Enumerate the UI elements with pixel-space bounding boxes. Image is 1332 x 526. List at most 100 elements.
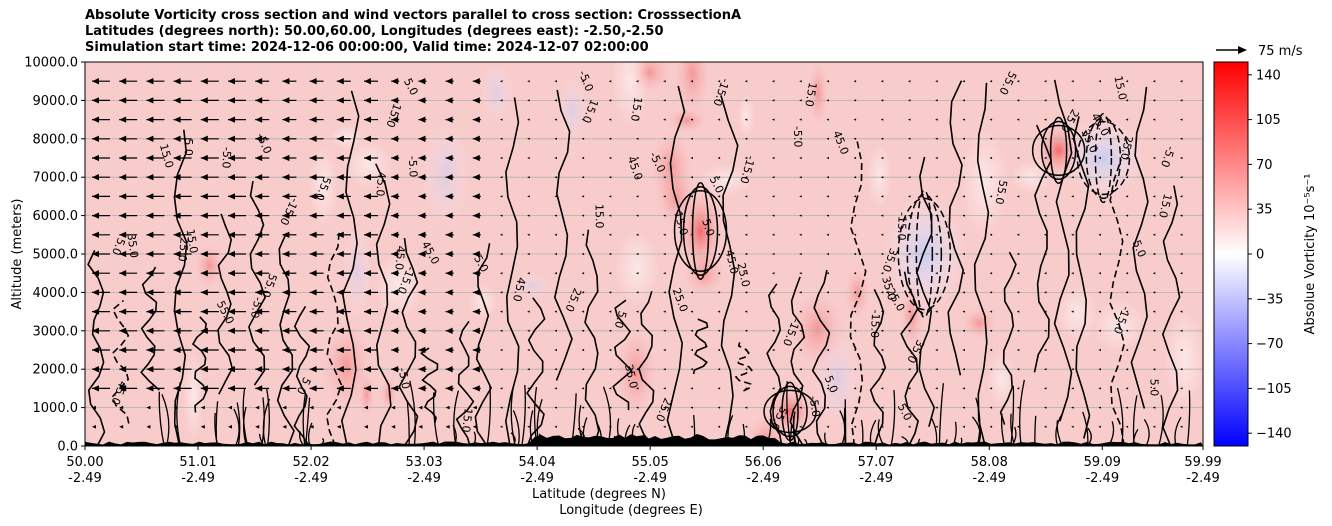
- wind-vector: [92, 405, 96, 410]
- wind-vector-head: [880, 195, 884, 198]
- wind-vector: [173, 135, 192, 142]
- wind-vector: [200, 308, 219, 315]
- wind-vector: [364, 174, 378, 181]
- wind-vector: [636, 406, 639, 409]
- wind-vector-head: [1180, 387, 1183, 390]
- wind-vector: [744, 387, 748, 390]
- wind-vector-head: [826, 348, 829, 352]
- wind-vector-head: [1152, 252, 1156, 256]
- wind-vector: [772, 99, 775, 102]
- wind-vector-head: [527, 272, 530, 275]
- wind-vector-head: [228, 289, 235, 296]
- wind-vector-head: [1016, 348, 1020, 352]
- wind-vector-head: [989, 233, 993, 236]
- wind-vector: [228, 425, 232, 429]
- wind-vector: [336, 174, 351, 181]
- wind-vector: [200, 78, 219, 85]
- quiver-key-label: 75 m/s: [1258, 44, 1303, 59]
- wind-vector: [472, 78, 481, 85]
- wind-vector: [527, 118, 530, 121]
- wind-vector-head: [445, 154, 453, 162]
- wind-vector: [472, 174, 481, 181]
- vorticity-patch: [421, 122, 470, 226]
- wind-vector-head: [391, 193, 399, 200]
- wind-vector: [799, 252, 802, 256]
- wind-vector-head: [554, 310, 557, 313]
- vorticity-patch: [1056, 285, 1098, 342]
- wind-vector-head: [608, 387, 612, 390]
- wind-vector-head: [1098, 137, 1101, 140]
- wind-vector: [146, 174, 165, 181]
- contour-label: 45.0: [723, 248, 741, 275]
- wind-vector: [772, 252, 775, 256]
- wind-vector-head: [364, 405, 368, 410]
- wind-vector: [1180, 214, 1183, 217]
- wind-vector: [554, 233, 557, 236]
- wind-vector: [962, 99, 965, 102]
- wind-vector-head: [364, 135, 371, 142]
- wind-vector: [799, 272, 802, 275]
- wind-vector-head: [636, 310, 639, 313]
- wind-vector: [173, 270, 192, 277]
- low-level-contour: [1082, 411, 1089, 446]
- contour-line: [1161, 185, 1181, 446]
- low-level-contour: [1056, 420, 1063, 446]
- wind-vector-head: [1071, 176, 1074, 179]
- wind-vector-head: [690, 233, 693, 236]
- wind-vector-head: [119, 270, 127, 277]
- wind-vector: [1071, 329, 1074, 332]
- wind-vector-head: [309, 308, 317, 315]
- low-level-contour: [305, 397, 311, 446]
- wind-vector-head: [663, 156, 666, 160]
- low-level-contour: [1010, 385, 1015, 446]
- wind-vector-head: [1180, 80, 1183, 83]
- wind-vector: [92, 135, 110, 142]
- contour-line: [293, 305, 311, 446]
- wind-vector: [146, 308, 165, 315]
- wind-vector-head: [744, 368, 748, 371]
- wind-vector-head: [1152, 214, 1156, 217]
- wind-vector: [336, 308, 351, 315]
- wind-vector: [935, 387, 938, 390]
- wind-vector-head: [1098, 156, 1101, 160]
- wind-vector-head: [690, 329, 693, 332]
- wind-vector-head: [1098, 272, 1101, 275]
- contour-line: [191, 316, 208, 413]
- wind-vector-head: [744, 195, 748, 198]
- wind-vector: [173, 97, 192, 104]
- wind-vector: [364, 425, 368, 429]
- wind-vector-head: [173, 346, 181, 354]
- wind-vector: [200, 154, 219, 162]
- wind-vector: [255, 346, 270, 354]
- wind-vector-head: [364, 308, 371, 315]
- wind-vector: [500, 291, 503, 294]
- wind-vector-head: [1125, 348, 1129, 352]
- wind-vector-head: [908, 118, 911, 121]
- wind-vector: [962, 406, 965, 409]
- wind-vector: [554, 291, 557, 294]
- wind-vector: [935, 195, 938, 198]
- wind-vector-head: [744, 348, 748, 352]
- low-level-contour: [1186, 390, 1191, 446]
- wind-vector-head: [119, 97, 127, 104]
- wind-vector-head: [989, 291, 993, 294]
- low-level-contour: [1132, 395, 1138, 446]
- wind-vector: [744, 80, 748, 83]
- wind-vector-head: [581, 80, 585, 83]
- wind-vector-head: [581, 176, 585, 179]
- wind-vector: [799, 368, 802, 371]
- wind-vector-head: [472, 385, 480, 392]
- wind-vector-head: [282, 193, 290, 200]
- wind-vector: [309, 385, 324, 392]
- wind-vector-head: [962, 118, 965, 121]
- wind-vector: [1044, 387, 1047, 390]
- wind-vector: [853, 118, 857, 121]
- wind-vector-head: [282, 289, 290, 296]
- wind-vector: [717, 272, 721, 275]
- wind-vector: [554, 329, 557, 332]
- wind-vector-head: [282, 366, 290, 373]
- wind-vector-head: [1125, 329, 1129, 332]
- wind-vector-head: [527, 80, 530, 83]
- wind-vector: [581, 195, 585, 198]
- contour-label: 5.0: [109, 236, 128, 257]
